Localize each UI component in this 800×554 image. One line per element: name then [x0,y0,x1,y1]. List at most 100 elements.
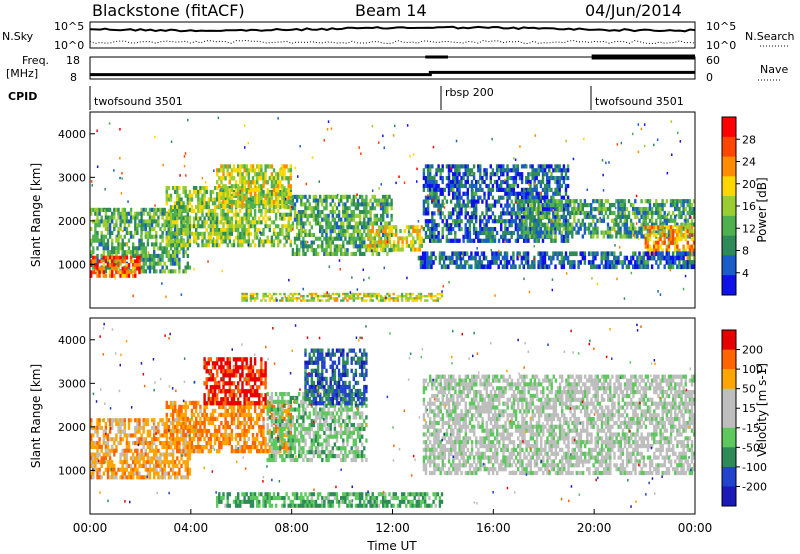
heat-cell [657,244,660,249]
heat-cell [527,179,530,185]
heat-cell [350,294,353,298]
heat-cell [529,207,532,212]
heat-cell [436,292,439,296]
heat-cell [468,223,472,228]
heat-cell [369,217,372,222]
heat-cell [115,422,118,427]
heat-speck [362,268,364,271]
heat-cell [287,216,290,221]
heat-cell [460,176,463,181]
heat-cell [316,206,320,211]
heat-cell [312,297,316,300]
heat-cell [113,441,116,446]
heat-cell [369,240,372,245]
heat-speck [180,293,183,296]
heat-cell [108,255,112,260]
heat-cell [169,246,173,251]
heat-cell [148,448,152,453]
heat-cell [106,265,110,270]
heat-cell [125,219,129,224]
heat-cell [211,228,215,233]
heat-cell [247,197,250,202]
heat-cell [615,255,618,261]
heat-cell [197,205,200,210]
heat-cell [433,223,436,228]
heat-cell [121,246,124,251]
heat-cell [520,203,523,208]
heat-cell [384,294,387,298]
heat-cell [562,179,566,185]
heat-cell [132,266,135,271]
heat-cell [230,184,234,189]
heat-cell [180,243,183,248]
heat-cell [176,216,179,221]
heat-cell [477,199,480,204]
heat-cell [445,183,449,189]
heat-speck [127,200,129,203]
heat-cell [306,244,309,249]
heat-cell [169,261,173,266]
heat-cell [623,222,626,227]
heat-cell [153,227,156,232]
heat-cell [111,418,114,423]
power-heatmap-cells [90,116,696,302]
heat-cell [562,255,566,261]
heat-cell [644,225,647,230]
heat-cell [310,294,313,298]
heat-cell [346,198,349,203]
heat-cell [462,176,465,181]
heat-cell [127,263,131,267]
heat-cell [596,199,599,204]
heat-cell [188,207,192,212]
heat-cell [627,264,631,270]
heat-cell [106,207,110,212]
heat-cell [497,195,501,200]
heat-cell [483,179,486,185]
heat-cell [686,199,689,204]
heat-cell [300,213,303,218]
heat-cell [431,179,434,185]
heat-cell [270,176,274,181]
heat-cell [452,227,455,232]
heat-cell [475,187,478,192]
heat-cell [92,250,95,255]
heat-cell [264,239,267,244]
heat-cell [136,429,139,434]
heat-cell [167,186,171,191]
heat-cell [361,194,364,199]
heat-cell [690,252,694,257]
heat-cell [176,253,179,258]
heat-cell [642,251,645,257]
heat-cell [493,203,497,208]
heat-cell [653,252,656,257]
heat-cell [281,199,284,205]
heat-cell [293,251,297,256]
heat-cell [256,164,259,169]
heat-cell [379,299,383,302]
heat-speck [599,216,601,220]
heat-cell [111,255,114,260]
heat-speck [533,257,535,261]
freq-panel: Freq. [MHz] 18 8 60 0 Nave [6,54,788,84]
heat-cell [417,297,421,300]
heat-cell [648,255,652,261]
heat-cell [165,243,168,248]
heat-cell [497,164,501,169]
heat-cell [150,437,154,442]
heat-cell [602,203,605,208]
heat-cell [526,214,530,219]
heat-cell [590,260,593,265]
heat-cell [502,168,505,173]
heat-cell [346,194,349,199]
heat-speck [107,253,110,257]
heat-cell [100,475,103,480]
heat-cell [243,231,246,236]
heat-cell [283,192,286,197]
heat-cell [123,475,126,480]
heat-cell [243,294,246,298]
heat-cell [537,234,540,239]
heat-cell [479,168,482,173]
heat-cell [560,255,563,261]
heat-cell [228,205,231,210]
heat-cell [190,205,194,210]
